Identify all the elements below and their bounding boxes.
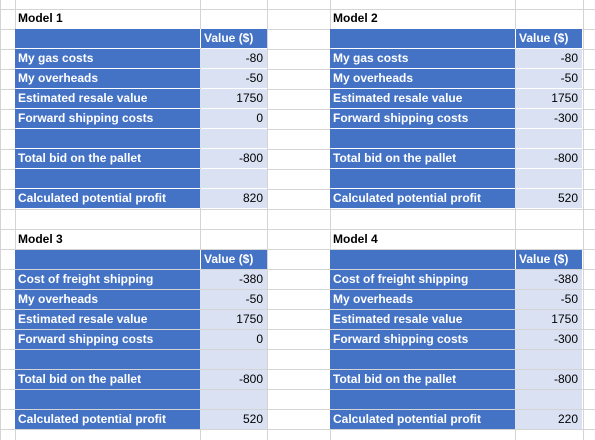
row-value-cell[interactable]: -50 xyxy=(515,290,582,309)
header-label-cell[interactable] xyxy=(330,250,515,269)
blank-value-cell[interactable] xyxy=(200,390,267,409)
row-value-cell[interactable]: 0 xyxy=(200,109,267,128)
row-label-cell[interactable]: My gas costs xyxy=(330,49,515,68)
value-column-header[interactable]: Value ($) xyxy=(200,250,267,269)
row-label-cell[interactable]: My overheads xyxy=(330,290,515,309)
row-label-cell[interactable]: Calculated potential profit xyxy=(330,189,515,208)
row-value-cell[interactable]: -380 xyxy=(515,270,582,289)
row-value-cell[interactable]: 1750 xyxy=(200,310,267,329)
blank-value-cell[interactable] xyxy=(200,129,267,148)
row-value-cell[interactable]: 820 xyxy=(200,189,267,208)
row-label-cell[interactable]: Total bid on the pallet xyxy=(15,370,200,389)
row-label-cell[interactable]: Estimated resale value xyxy=(330,310,515,329)
row-value-cell[interactable]: 1750 xyxy=(515,89,582,108)
model-title[interactable]: Model 1 xyxy=(18,11,63,25)
row-value-cell[interactable]: -80 xyxy=(515,49,582,68)
blank-label-cell[interactable] xyxy=(15,350,200,369)
value-column-header[interactable]: Value ($) xyxy=(200,29,267,48)
row-value-cell[interactable]: -50 xyxy=(200,290,267,309)
row-label-cell[interactable]: Cost of freight shipping xyxy=(330,270,515,289)
blank-label-cell[interactable] xyxy=(15,129,200,148)
row-label-cell[interactable]: Calculated potential profit xyxy=(330,410,515,429)
header-label-cell[interactable] xyxy=(15,250,200,269)
model-title[interactable]: Model 4 xyxy=(333,232,378,246)
row-label-cell[interactable]: Estimated resale value xyxy=(15,89,200,108)
blank-label-cell[interactable] xyxy=(330,390,515,409)
row-value-cell[interactable]: -50 xyxy=(515,69,582,88)
blank-value-cell[interactable] xyxy=(515,169,582,188)
model-title[interactable]: Model 2 xyxy=(333,11,378,25)
row-label-cell[interactable]: Forward shipping costs xyxy=(330,330,515,349)
row-value-cell[interactable]: -800 xyxy=(515,149,582,168)
blank-value-cell[interactable] xyxy=(200,169,267,188)
blank-value-cell[interactable] xyxy=(200,350,267,369)
row-label-cell[interactable]: Cost of freight shipping xyxy=(15,270,200,289)
blank-value-cell[interactable] xyxy=(515,350,582,369)
row-value-cell[interactable]: 520 xyxy=(515,189,582,208)
row-label-cell[interactable]: Forward shipping costs xyxy=(15,109,200,128)
row-value-cell[interactable]: -300 xyxy=(515,330,582,349)
blank-value-cell[interactable] xyxy=(515,129,582,148)
row-value-cell[interactable]: 1750 xyxy=(200,89,267,108)
model-title[interactable]: Model 3 xyxy=(18,232,63,246)
row-value-cell[interactable]: 520 xyxy=(200,410,267,429)
header-label-cell[interactable] xyxy=(330,29,515,48)
row-label-cell[interactable]: My overheads xyxy=(15,290,200,309)
row-value-cell[interactable]: -50 xyxy=(200,69,267,88)
row-label-cell[interactable]: Forward shipping costs xyxy=(15,330,200,349)
blank-label-cell[interactable] xyxy=(15,169,200,188)
row-value-cell[interactable]: 220 xyxy=(515,410,582,429)
row-label-cell[interactable]: My overheads xyxy=(15,69,200,88)
blank-label-cell[interactable] xyxy=(15,390,200,409)
header-label-cell[interactable] xyxy=(15,29,200,48)
row-label-cell[interactable]: Forward shipping costs xyxy=(330,109,515,128)
row-label-cell[interactable]: Total bid on the pallet xyxy=(330,149,515,168)
row-label-cell[interactable]: Calculated potential profit xyxy=(15,410,200,429)
row-value-cell[interactable]: -800 xyxy=(200,149,267,168)
row-value-cell[interactable]: 0 xyxy=(200,330,267,349)
row-label-cell[interactable]: Total bid on the pallet xyxy=(15,149,200,168)
row-label-cell[interactable]: Estimated resale value xyxy=(330,89,515,108)
blank-label-cell[interactable] xyxy=(330,169,515,188)
row-value-cell[interactable]: -300 xyxy=(515,109,582,128)
row-label-cell[interactable]: My gas costs xyxy=(15,49,200,68)
row-label-cell[interactable]: Calculated potential profit xyxy=(15,189,200,208)
row-value-cell[interactable]: 1750 xyxy=(515,310,582,329)
row-value-cell[interactable]: -80 xyxy=(200,49,267,68)
row-value-cell[interactable]: -800 xyxy=(515,370,582,389)
row-label-cell[interactable]: Estimated resale value xyxy=(15,310,200,329)
blank-label-cell[interactable] xyxy=(330,350,515,369)
value-column-header[interactable]: Value ($) xyxy=(515,250,582,269)
value-column-header[interactable]: Value ($) xyxy=(515,29,582,48)
blank-label-cell[interactable] xyxy=(330,129,515,148)
row-label-cell[interactable]: My overheads xyxy=(330,69,515,88)
row-label-cell[interactable]: Total bid on the pallet xyxy=(330,370,515,389)
row-value-cell[interactable]: -380 xyxy=(200,270,267,289)
blank-value-cell[interactable] xyxy=(515,390,582,409)
row-value-cell[interactable]: -800 xyxy=(200,370,267,389)
